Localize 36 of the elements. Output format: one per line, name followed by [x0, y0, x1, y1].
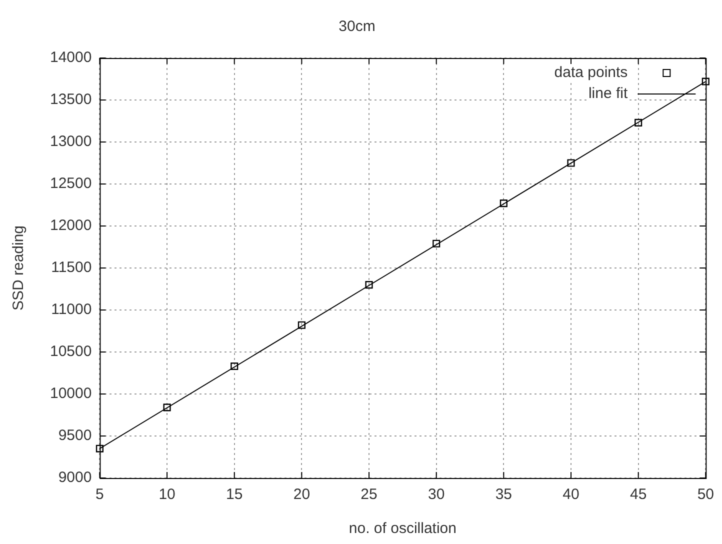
- point: [634, 118, 642, 126]
- y-axis-title: SSD reading: [10, 225, 28, 311]
- point: [298, 321, 306, 329]
- x-tick-label: 15: [226, 486, 243, 504]
- x-tick-label: 25: [360, 486, 378, 504]
- x-tick-label: 30: [428, 486, 445, 504]
- y-tick-label: 11000: [51, 301, 92, 318]
- x-tick-label: 5: [96, 486, 104, 504]
- y-tick-label: 10500: [50, 343, 92, 360]
- y-tick-label: 12500: [50, 175, 92, 192]
- point: [702, 78, 710, 86]
- point: [230, 362, 238, 370]
- x-tick-label: 50: [697, 486, 714, 504]
- x-tick-label: 40: [562, 486, 580, 504]
- point: [432, 240, 440, 248]
- y-tick-label: 13500: [50, 91, 92, 108]
- y-tick-label: 13000: [50, 133, 92, 150]
- point: [567, 159, 575, 167]
- y-tick-label: 9000: [58, 469, 92, 486]
- y-tick-label: 14000: [50, 49, 92, 66]
- y-tick-label: 11500: [51, 259, 92, 276]
- point: [365, 281, 373, 289]
- x-tick-label: 20: [293, 486, 310, 504]
- x-tick-label: 35: [495, 486, 512, 504]
- legend-label: line fit: [588, 85, 628, 102]
- point: [96, 444, 104, 452]
- x-axis-title: no. of oscillation: [348, 520, 456, 538]
- y-tick-label: 10000: [50, 385, 92, 402]
- x-tick-label: 45: [630, 486, 647, 504]
- point: [500, 200, 508, 208]
- x-tick-label: 10: [158, 486, 176, 504]
- y-tick-label: 9500: [58, 427, 92, 444]
- chart-title: 30cm: [338, 18, 376, 36]
- y-tick-label: 12000: [50, 217, 92, 234]
- legend-label: data points: [554, 64, 628, 82]
- point: [163, 404, 171, 412]
